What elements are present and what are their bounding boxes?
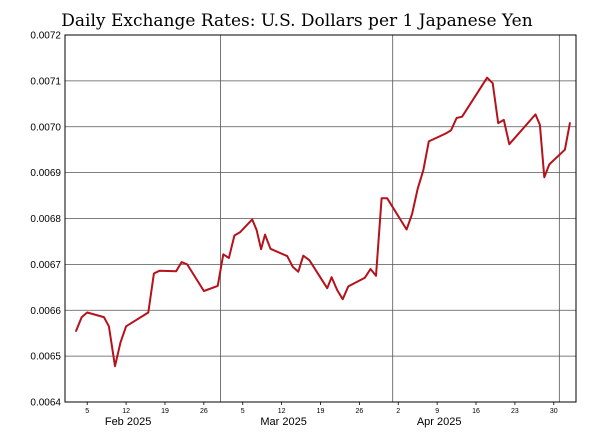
- x-tick-label: 23: [511, 408, 519, 415]
- y-tick-label: 0.0064: [30, 398, 61, 409]
- series-layer: [75, 76, 571, 368]
- x-tick-label: 9: [435, 408, 439, 415]
- x-tick-label: 26: [355, 408, 363, 415]
- y-tick-label: 0.0067: [30, 260, 61, 271]
- x-tick-label: 12: [122, 408, 130, 415]
- x-month-label: Feb 2025: [105, 416, 151, 428]
- series-line-usd-per-jpy: [75, 76, 571, 368]
- x-axis-ticks: 5 12 19 26 5 12 19 26 2 9 16 23 30: [85, 402, 558, 415]
- x-tick-label: 30: [550, 408, 558, 415]
- x-tick-label: 19: [317, 408, 325, 415]
- x-tick-label: 12: [278, 408, 286, 415]
- x-tick-label: 5: [241, 408, 245, 415]
- x-tick-label: 19: [161, 408, 169, 415]
- y-tick-label: 0.0070: [30, 122, 61, 133]
- x-tick-label: 16: [472, 408, 480, 415]
- x-month-label: Mar 2025: [260, 416, 306, 428]
- x-axis-month-labels: Feb 2025 Mar 2025 Apr 2025: [105, 416, 462, 428]
- x-month-label: Apr 2025: [417, 416, 462, 428]
- chart-title: Daily Exchange Rates: U.S. Dollars per 1…: [61, 11, 532, 31]
- y-tick-label: 0.0065: [30, 352, 61, 363]
- y-tick-label: 0.0068: [30, 214, 61, 225]
- y-tick-label: 0.0069: [30, 168, 61, 179]
- y-tick-label: 0.0071: [30, 76, 61, 87]
- y-tick-label: 0.0072: [30, 31, 61, 42]
- x-tick-label: 5: [85, 408, 89, 415]
- y-tick-label: 0.0066: [30, 306, 61, 317]
- x-tick-label: 26: [200, 408, 208, 415]
- y-axis-ticks: 0.0064 0.0065 0.0066 0.0067 0.0068 0.0069 0.00…: [30, 31, 61, 409]
- x-tick-label: 2: [396, 408, 400, 415]
